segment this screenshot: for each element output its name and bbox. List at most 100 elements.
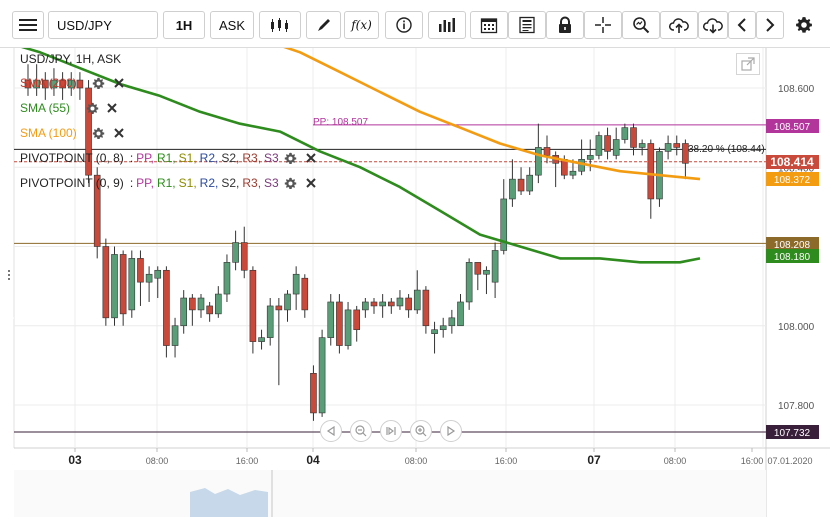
sma55-remove-button[interactable] — [104, 100, 120, 116]
close-icon — [306, 153, 316, 163]
sma100-remove-button[interactable] — [111, 125, 127, 141]
timeframe-selector[interactable]: 1H — [163, 11, 205, 39]
pivot1-r3: R3, — [242, 151, 262, 165]
price-badge-label: 108.507 — [774, 122, 811, 133]
pivot2-settings-button[interactable] — [283, 175, 299, 191]
candle-body — [85, 87, 92, 176]
pivot2-remove-button[interactable] — [303, 175, 319, 191]
function-button[interactable]: f(x) — [344, 11, 379, 39]
news-button[interactable] — [508, 11, 546, 39]
price-badge-label: 107.732 — [774, 428, 811, 439]
price-badge — [766, 155, 819, 169]
candle-body — [630, 127, 637, 148]
candle-body — [405, 297, 412, 311]
candle-body — [664, 143, 672, 152]
scroll-left-button[interactable] — [728, 11, 756, 39]
lock-button[interactable] — [546, 11, 584, 39]
indicator-bars-icon — [439, 18, 455, 32]
close-icon — [113, 78, 124, 88]
candle-body — [422, 289, 430, 327]
candle-body — [362, 301, 369, 311]
chevron-right-icon — [766, 18, 775, 32]
candle-body — [543, 147, 551, 156]
legend-sma100: SMA (100) — [20, 125, 127, 141]
symbol-selector[interactable]: USD/JPY — [48, 11, 158, 39]
candle-body — [24, 79, 32, 89]
candle-body — [223, 262, 231, 295]
pivot2-s1: S1, — [178, 176, 197, 190]
info-button[interactable] — [385, 11, 423, 39]
pivot1-s1: S1, — [178, 151, 197, 165]
gear-icon — [285, 152, 297, 164]
pivot1-s2: S2, — [221, 151, 240, 165]
candle-body — [232, 242, 239, 263]
function-icon: f(x) — [351, 18, 372, 32]
candle-body — [292, 273, 300, 295]
download-button[interactable] — [698, 11, 728, 39]
candle-body — [682, 143, 689, 164]
pivot1-remove-button[interactable] — [303, 150, 319, 166]
candle-body — [50, 79, 58, 89]
price-type-selector[interactable]: ASK — [210, 11, 254, 39]
indicator-button[interactable] — [428, 11, 466, 39]
price-tick-label: 107.800 — [778, 401, 815, 412]
candle-type-button[interactable] — [259, 11, 301, 39]
time-tick-label: 16:00 — [495, 456, 518, 466]
candle-body — [500, 198, 508, 251]
upload-button[interactable] — [660, 11, 698, 39]
reset-view-button[interactable] — [380, 420, 402, 442]
menu-icon — [19, 19, 37, 31]
pan-left-button[interactable] — [320, 420, 342, 442]
scroll-right-button[interactable] — [756, 11, 784, 39]
pan-right-button[interactable] — [440, 420, 462, 442]
sma200-settings-button[interactable] — [91, 75, 107, 91]
navigator-area — [190, 488, 268, 517]
candle-body — [197, 297, 205, 311]
expand-icon — [741, 57, 755, 71]
draw-button[interactable] — [306, 11, 341, 39]
zoom-in-button[interactable] — [410, 420, 432, 442]
legend-sma55: SMA (55) — [20, 100, 120, 116]
candle-body — [41, 79, 49, 89]
info-icon — [396, 17, 412, 33]
price-badge — [766, 249, 819, 263]
gear-icon — [92, 77, 105, 89]
price-badge-label: 108.180 — [774, 252, 811, 263]
zoom-out-button[interactable] — [350, 420, 372, 442]
price-badge — [766, 119, 819, 133]
candle-body — [76, 79, 84, 89]
reset-icon — [386, 426, 396, 436]
candle-body — [59, 79, 66, 89]
candle-body — [413, 289, 421, 311]
menu-button[interactable] — [12, 11, 44, 39]
pivot2-s2: S2, — [221, 176, 240, 190]
pivot1-r2: R2, — [199, 151, 219, 165]
sma55-settings-button[interactable] — [84, 100, 100, 116]
candle-body — [457, 301, 464, 327]
zoom-button[interactable] — [622, 11, 660, 39]
calendar-button[interactable] — [470, 11, 508, 39]
candle-body — [353, 309, 361, 331]
left-drag-handle[interactable] — [8, 270, 10, 280]
candle-body — [595, 135, 603, 156]
pivot1-label: PIVOTPOINT (0, 8) — [20, 151, 124, 165]
crosshair-button[interactable] — [584, 11, 622, 39]
pivot1-settings-button[interactable] — [283, 150, 299, 166]
sma100-settings-button[interactable] — [91, 125, 107, 141]
pivot1-pp: PP, — [136, 151, 154, 165]
crosshair-icon — [595, 17, 611, 33]
pivot1-sep: : — [129, 151, 134, 165]
candle-body — [431, 329, 438, 334]
sma200-remove-button[interactable] — [111, 75, 127, 91]
close-icon — [107, 103, 117, 113]
time-ticks: 03 08:00 16:00 04 08:00 16:00 07 08:00 16:00 07.0… — [68, 448, 813, 467]
candle-body — [137, 258, 144, 283]
navigator-panel[interactable] — [14, 470, 766, 517]
fullscreen-button[interactable] — [736, 53, 760, 75]
settings-button[interactable] — [790, 11, 818, 39]
pivot2-r2: R2, — [199, 176, 219, 190]
lock-icon — [559, 16, 571, 33]
